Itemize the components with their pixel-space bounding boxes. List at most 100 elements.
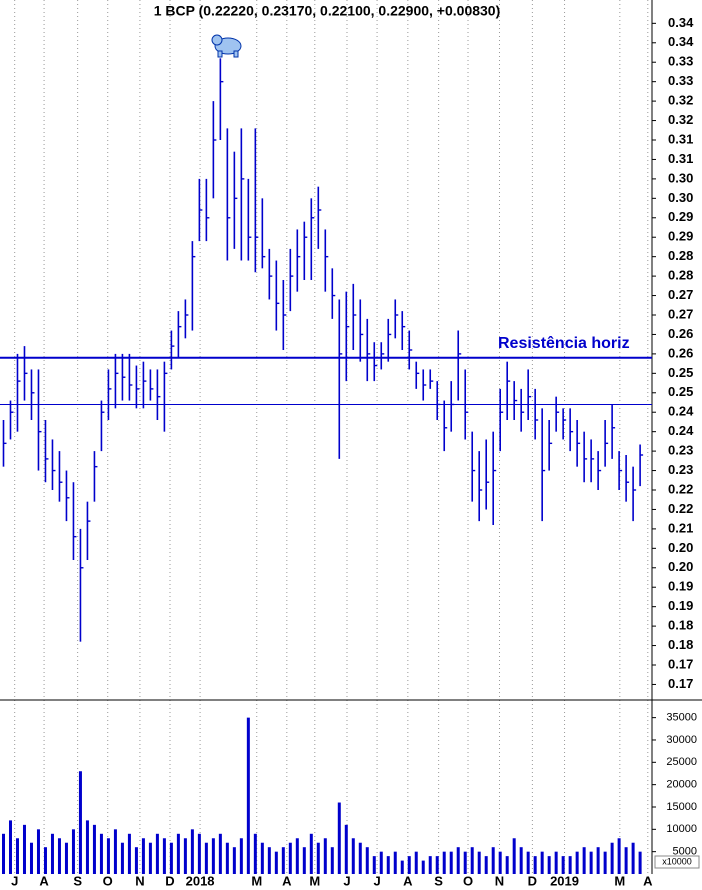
volume-bar — [617, 838, 621, 874]
volume-bar — [575, 851, 579, 874]
x-tick-label: N — [135, 873, 144, 888]
volume-bar — [225, 842, 229, 874]
volume-bar — [470, 847, 474, 874]
y-tick-label: 0.27 — [668, 306, 693, 321]
volume-bar — [204, 842, 208, 874]
y-tick-label: 15000 — [666, 801, 697, 813]
volume-bar — [330, 847, 334, 874]
y-tick-label: 20000 — [666, 779, 697, 791]
volume-bar — [400, 860, 404, 874]
volume-bar — [295, 838, 299, 874]
volume-bar — [547, 856, 551, 874]
volume-bar — [274, 851, 278, 874]
volume-bar — [526, 851, 530, 874]
volume-bar — [288, 842, 292, 874]
volume-bar — [267, 847, 271, 874]
x-tick-label: O — [103, 873, 113, 888]
chart-title: 1 BCP (0.22220, 0.23170, 0.22100, 0.2290… — [154, 3, 501, 19]
volume-bar — [414, 851, 418, 874]
x-tick-label: S — [434, 873, 443, 888]
volume-bar — [533, 856, 537, 874]
y-tick-label: 0.28 — [668, 268, 693, 283]
volume-bar — [337, 802, 341, 874]
volume-bar — [141, 838, 145, 874]
y-tick-label: 0.25 — [668, 384, 693, 399]
x-tick-label: 2018 — [186, 873, 215, 888]
grid — [14, 0, 649, 874]
volume-bar — [148, 842, 152, 874]
y-tick-label: 0.27 — [668, 287, 693, 302]
volume-bar — [155, 833, 159, 874]
y-tick-label: 0.34 — [668, 34, 694, 49]
y-tick-label: 0.30 — [668, 190, 693, 205]
volume-bar — [484, 856, 488, 874]
volume-bar — [323, 838, 327, 874]
volume-bar — [540, 851, 544, 874]
y-tick-label: 0.31 — [668, 151, 693, 166]
x-tick-label: M — [614, 873, 625, 888]
annotation: Resistência horiz — [498, 335, 630, 352]
y-tick-label: 0.20 — [668, 559, 693, 574]
y-tick-label: 0.23 — [668, 462, 693, 477]
volume-bar — [64, 842, 68, 874]
x-tick-label: S — [73, 873, 82, 888]
y-tick-label: 30000 — [666, 734, 697, 746]
volume-bar — [218, 833, 222, 874]
x-tick-label: M — [309, 873, 320, 888]
y-tick-label: 0.17 — [668, 656, 693, 671]
x-tick-label: A — [282, 873, 292, 888]
y-tick-label: 0.19 — [668, 579, 693, 594]
x-tick-label: J — [11, 873, 18, 888]
volume-bar — [624, 847, 628, 874]
x-tick-label: J — [343, 873, 350, 888]
y-tick-label: 0.33 — [668, 54, 693, 69]
volume-bar — [106, 838, 110, 874]
volume-bar — [190, 829, 194, 874]
bear-icon — [211, 34, 242, 58]
volume-bar — [92, 824, 96, 874]
y-tick-label: 0.26 — [668, 345, 693, 360]
volume-bar — [631, 842, 635, 874]
y-tick-label: 0.25 — [668, 365, 693, 380]
y-tick-label: 0.17 — [668, 676, 693, 691]
volume-bar — [428, 856, 432, 874]
volume-bar — [442, 851, 446, 874]
volume-bar — [302, 847, 306, 874]
y-tick-label: 0.23 — [668, 443, 693, 458]
volume-bar — [379, 851, 383, 874]
volume-bar — [372, 856, 376, 874]
volume-bar — [162, 838, 166, 874]
volume-bar — [260, 842, 264, 874]
volume-bar — [610, 842, 614, 874]
x-tick-label: A — [643, 873, 653, 888]
y-tick-label: 0.33 — [668, 73, 693, 88]
y-tick-label: 0.32 — [668, 112, 693, 127]
x-tick-label: N — [495, 873, 504, 888]
volume-bar — [176, 833, 180, 874]
y-tick-label: 0.26 — [668, 326, 693, 341]
volume-bar — [1, 833, 5, 874]
volume-bar — [50, 833, 54, 874]
volume-bar — [435, 856, 439, 874]
volume-bar — [120, 842, 124, 874]
volume-bar — [393, 851, 397, 874]
volume-bar — [99, 833, 103, 874]
volume-bar — [15, 838, 19, 874]
volume-bar — [358, 842, 362, 874]
y-tick-label: 0.32 — [668, 93, 693, 108]
x-tick-label: M — [251, 873, 262, 888]
volume-bar — [491, 847, 495, 874]
volume-bar — [169, 842, 173, 874]
y-tick-label: 5000 — [673, 846, 697, 858]
volume-bar — [113, 829, 117, 874]
y-tick-label: 0.28 — [668, 248, 693, 263]
volume-bar — [596, 847, 600, 874]
x-tick-label: O — [463, 873, 473, 888]
x-tick-label: D — [165, 873, 174, 888]
y-tick-label: 0.30 — [668, 170, 693, 185]
volume-bar — [351, 838, 355, 874]
volume-bar — [456, 847, 460, 874]
volume-bar — [8, 820, 12, 874]
